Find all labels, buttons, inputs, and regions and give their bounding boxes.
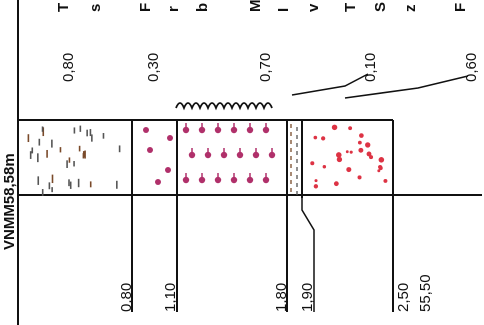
clay-dot — [366, 151, 372, 157]
sand-blob — [230, 176, 238, 184]
clay-dot — [346, 167, 352, 173]
sand-blob — [262, 126, 270, 134]
clay-dot — [357, 140, 362, 145]
depth-label-1: 0,80 — [118, 283, 135, 312]
sand-blob — [214, 126, 222, 134]
clay-dot — [331, 124, 338, 131]
thickness-label-3: 0,70 — [257, 53, 274, 82]
clay-dot — [365, 142, 371, 148]
thickness-label-2: 0,30 — [145, 53, 162, 82]
header-glyph: T — [342, 3, 359, 12]
depth-label-5: 2,50 — [395, 283, 412, 312]
clay-dot — [348, 126, 353, 131]
clay-dot — [369, 155, 374, 160]
leader-line-4 — [291, 73, 369, 96]
sand-blob — [252, 151, 260, 159]
bottom-elevation-label: 55,50 — [417, 274, 434, 312]
clay-dot — [336, 156, 343, 163]
thickness-label-4: 0,10 — [362, 53, 379, 82]
depth-labels: 0,80 1,10 1,80 1,90 2,50 55,50 — [118, 274, 434, 312]
clay-dot — [359, 133, 364, 138]
thickness-label-5: 0,60 — [463, 53, 480, 82]
sand-blob — [246, 126, 254, 134]
clay-dot — [383, 178, 388, 183]
header-glyph: v — [305, 3, 322, 12]
sand-blob — [230, 126, 238, 134]
depth-label-2: 1,10 — [162, 283, 179, 312]
sand-blob — [214, 176, 222, 184]
header-glyph: T — [55, 3, 72, 12]
clay-dot — [357, 175, 362, 180]
layer-fill-3 — [182, 123, 276, 184]
header-glyph: S — [372, 2, 389, 12]
clay-dot — [345, 150, 349, 154]
clay-dot — [349, 150, 353, 154]
clay-dot — [313, 184, 319, 189]
clay-dot — [358, 147, 364, 153]
boundary-4-leader — [301, 198, 315, 312]
sand-blob — [246, 176, 254, 184]
depth-label-4: 1,90 — [299, 283, 316, 312]
header-glyph: F — [452, 3, 469, 12]
gravel-dot — [165, 167, 171, 173]
wavy-symbol — [175, 102, 273, 111]
header-glyph: r — [165, 6, 182, 12]
sand-blob — [182, 176, 190, 184]
header-glyph: z — [402, 5, 419, 13]
header-glyph: s — [87, 4, 104, 12]
log-column — [18, 119, 482, 312]
header-glyph: b — [194, 3, 211, 12]
gravel-dot — [155, 179, 161, 185]
sand-blob — [220, 151, 228, 159]
sand-blob — [198, 126, 206, 134]
layer-fill-2 — [143, 127, 173, 185]
leader-line-5 — [344, 75, 469, 99]
layer-fill-5 — [310, 124, 388, 189]
clay-dot — [314, 179, 318, 183]
header-glyph: F — [137, 3, 154, 12]
clay-dot — [310, 161, 315, 166]
sand-blob — [182, 126, 190, 134]
layer-fill-1 — [27, 125, 121, 196]
header-glyph: M — [247, 0, 264, 12]
clay-dot — [378, 157, 385, 163]
sand-blob — [198, 176, 206, 184]
clay-dot — [333, 181, 339, 187]
sand-blob — [236, 151, 244, 159]
clay-dot — [321, 136, 326, 141]
clay-dot — [322, 165, 327, 169]
clay-dot — [335, 152, 342, 158]
sand-blob — [204, 151, 212, 159]
sand-blob — [262, 176, 270, 184]
thickness-labels: 0,80 0,30 0,70 0,10 0,60 — [60, 53, 480, 82]
gravel-dot — [147, 147, 153, 153]
clay-dot — [377, 169, 381, 173]
depth-label-3: 1,80 — [273, 283, 290, 312]
clay-dot — [313, 135, 318, 140]
gravel-dot — [167, 135, 173, 141]
thickness-label-1: 0,80 — [60, 53, 77, 82]
layer-fill-4 — [290, 124, 298, 195]
header-glyph: I — [275, 8, 292, 12]
elevation-label: VNMM58,58m — [1, 153, 18, 250]
sand-blob — [188, 151, 196, 159]
sand-blob — [268, 151, 276, 159]
clay-dot — [378, 165, 383, 171]
gravel-dot — [143, 127, 149, 133]
